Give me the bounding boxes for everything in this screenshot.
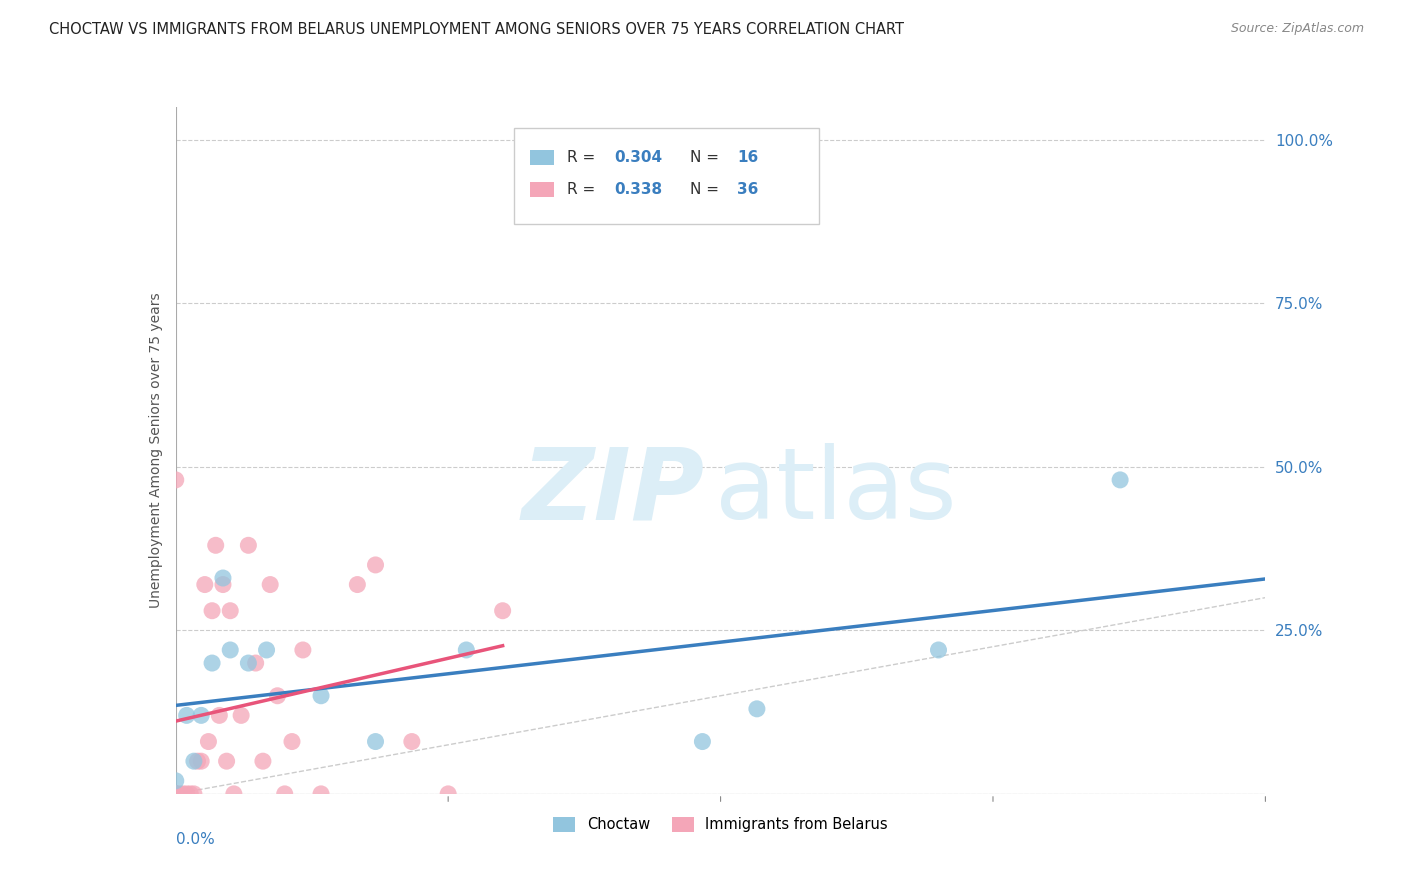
Point [201, 604, 224, 618]
Point [197, 734, 219, 748]
Y-axis label: Unemployment Among Seniors over 75 years: Unemployment Among Seniors over 75 years [149, 293, 163, 608]
Point [183, 787, 205, 801]
Point [281, 734, 304, 748]
Point [1109, 473, 1132, 487]
Point [692, 734, 714, 748]
Text: R =: R = [567, 150, 600, 165]
Text: 0.304: 0.304 [614, 150, 662, 165]
Text: N =: N = [690, 150, 724, 165]
Point [215, 754, 238, 768]
Point [401, 734, 423, 748]
Point [204, 538, 226, 552]
Text: Source: ZipAtlas.com: Source: ZipAtlas.com [1230, 22, 1364, 36]
Point [266, 689, 288, 703]
Point [194, 577, 217, 591]
Point [165, 773, 187, 788]
Point [346, 577, 368, 591]
Point [212, 577, 235, 591]
Point [928, 643, 950, 657]
Point [456, 643, 478, 657]
Point [190, 754, 212, 768]
Point [259, 577, 281, 591]
Point [252, 754, 274, 768]
Point [492, 604, 515, 618]
Point [208, 708, 231, 723]
Point [165, 787, 187, 801]
Point [364, 734, 387, 748]
Point [231, 708, 253, 723]
Point [201, 656, 224, 670]
Point [437, 787, 460, 801]
Text: R =: R = [567, 182, 600, 197]
Text: 0.0%: 0.0% [176, 831, 215, 847]
Legend: Choctaw, Immigrants from Belarus: Choctaw, Immigrants from Belarus [547, 811, 894, 838]
Text: 36: 36 [737, 182, 758, 197]
Text: 0.338: 0.338 [614, 182, 662, 197]
Text: ZIP: ZIP [522, 443, 704, 541]
Text: CHOCTAW VS IMMIGRANTS FROM BELARUS UNEMPLOYMENT AMONG SENIORS OVER 75 YEARS CORR: CHOCTAW VS IMMIGRANTS FROM BELARUS UNEMP… [49, 22, 904, 37]
FancyBboxPatch shape [513, 128, 818, 224]
Point [176, 787, 198, 801]
FancyBboxPatch shape [530, 182, 554, 197]
Point [219, 643, 242, 657]
Point [309, 787, 332, 801]
Point [309, 689, 332, 703]
Point [212, 571, 235, 585]
Text: atlas: atlas [716, 443, 956, 541]
Point [169, 787, 191, 801]
Point [219, 604, 242, 618]
Point [291, 643, 314, 657]
Point [165, 787, 187, 801]
Point [222, 787, 245, 801]
Text: N =: N = [690, 182, 724, 197]
Point [274, 787, 297, 801]
Point [172, 787, 194, 801]
Point [238, 656, 260, 670]
Point [165, 787, 187, 801]
Point [183, 754, 205, 768]
Point [256, 643, 278, 657]
Point [179, 787, 201, 801]
FancyBboxPatch shape [530, 150, 554, 165]
Point [165, 473, 187, 487]
Point [165, 787, 187, 801]
Point [190, 708, 212, 723]
Point [238, 538, 260, 552]
Point [745, 702, 768, 716]
Text: 16: 16 [737, 150, 758, 165]
Point [186, 754, 209, 768]
Point [245, 656, 267, 670]
Point [176, 708, 198, 723]
Point [364, 558, 387, 572]
